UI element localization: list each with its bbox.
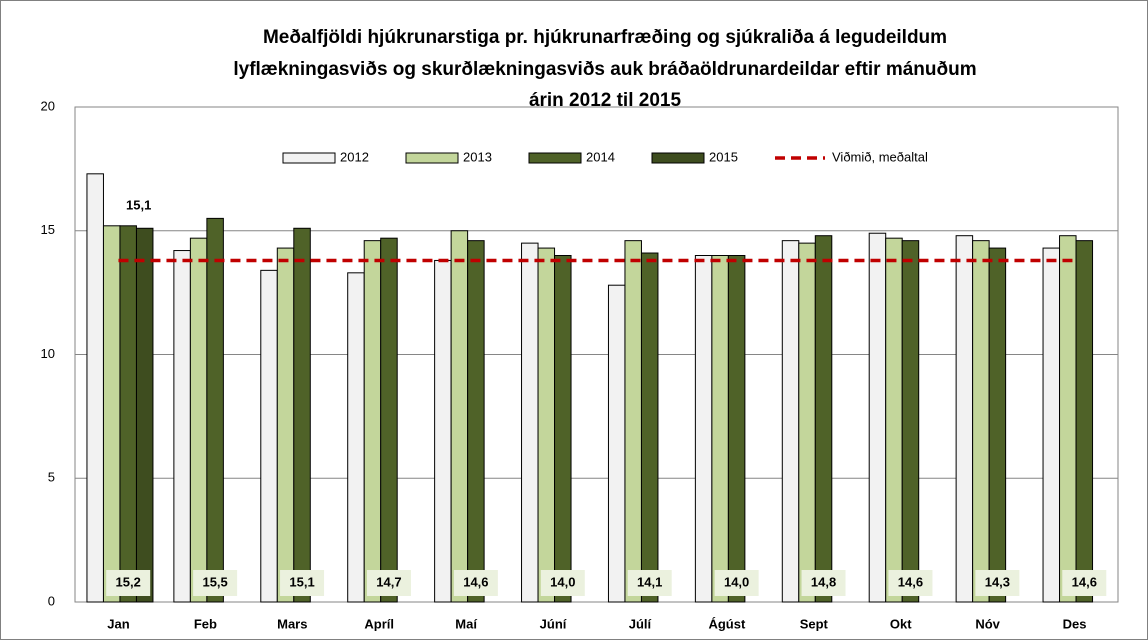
data-label-box	[888, 570, 933, 596]
bar	[347, 272, 365, 603]
bar	[727, 255, 746, 603]
chart-title: árin 2012 til 2015	[529, 90, 682, 111]
x-tick-label: Maí	[455, 616, 477, 631]
data-label: 14,7	[376, 574, 401, 589]
bar	[781, 240, 800, 603]
bar	[363, 240, 382, 603]
legend-swatch	[282, 152, 336, 164]
bar	[868, 232, 887, 603]
data-label: 14,8	[811, 574, 836, 589]
data-label-box	[714, 570, 759, 596]
y-tick-label: 5	[48, 470, 55, 485]
bar	[380, 237, 398, 603]
chart-title: Meðalfjöldi hjúkrunarstiga pr. hjúkrunar…	[263, 27, 947, 48]
bar	[173, 250, 191, 603]
legend-swatch	[405, 152, 459, 164]
bar	[521, 242, 539, 603]
bar	[1042, 247, 1061, 603]
x-tick-label: Apríl	[364, 616, 394, 631]
data-label-box	[280, 570, 325, 596]
data-label-box	[366, 570, 411, 596]
x-tick-label: Feb	[194, 616, 217, 631]
bar	[102, 225, 121, 603]
data-label: 15,2	[116, 574, 141, 589]
bar	[607, 284, 626, 603]
bar	[814, 235, 833, 603]
bar	[798, 242, 816, 603]
bar	[988, 247, 1007, 603]
data-label: 14,0	[550, 574, 575, 589]
x-tick-label: Mars	[277, 616, 307, 631]
legend-label: 2013	[463, 149, 492, 164]
x-tick-label: Júlí	[629, 616, 652, 631]
bar	[450, 230, 469, 603]
bar	[467, 240, 485, 603]
data-label-box	[1062, 570, 1107, 596]
chart-title: lyflækningasviðs og skurðlækningasviðs a…	[233, 59, 976, 80]
data-label: 14,6	[463, 574, 488, 589]
bar	[711, 255, 729, 603]
data-label: 14,6	[1072, 574, 1097, 589]
y-tick-label: 15	[41, 222, 55, 237]
data-label: 15,1	[126, 198, 151, 213]
data-label: 14,3	[985, 574, 1010, 589]
data-label-box	[801, 570, 846, 596]
x-tick-label: Jan	[107, 616, 129, 631]
data-label-box	[106, 570, 151, 596]
bar	[972, 240, 990, 603]
bar	[1059, 235, 1077, 603]
y-tick-label: 0	[48, 593, 55, 608]
x-tick-label: Sept	[800, 616, 829, 631]
legend-label: 2014	[586, 149, 615, 164]
bar	[189, 237, 208, 603]
bar	[86, 173, 104, 603]
legend-swatch	[651, 152, 705, 164]
y-tick-label: 10	[41, 346, 55, 361]
legend-swatch	[528, 152, 582, 164]
data-label: 14,6	[898, 574, 923, 589]
data-label: 14,0	[724, 574, 749, 589]
bar	[206, 217, 224, 603]
legend-label: 2012	[340, 149, 369, 164]
bar	[624, 240, 642, 603]
x-tick-label: Júní	[540, 616, 567, 631]
bar	[537, 247, 556, 603]
legend-label: Viðmið, meðaltal	[832, 149, 928, 164]
bar	[119, 225, 137, 603]
x-tick-label: Des	[1063, 616, 1087, 631]
bar	[260, 269, 278, 603]
data-label-box	[453, 570, 498, 596]
data-label-box	[975, 570, 1020, 596]
bar	[901, 240, 920, 603]
bar	[135, 227, 154, 603]
data-label-box	[627, 570, 672, 596]
bar	[955, 235, 974, 603]
x-tick-label: Nóv	[975, 616, 1000, 631]
legend-label: 2015	[709, 149, 738, 164]
bar	[885, 237, 903, 603]
bar	[293, 227, 311, 603]
bar	[1075, 240, 1094, 603]
bar	[554, 255, 572, 603]
data-label: 14,1	[637, 574, 662, 589]
data-label-box	[193, 570, 238, 596]
bar	[276, 247, 295, 603]
bar	[434, 259, 452, 603]
data-label-box	[540, 570, 585, 596]
bar	[694, 255, 713, 603]
bar	[640, 252, 659, 603]
y-tick-label: 20	[41, 98, 55, 113]
data-label: 15,1	[289, 574, 314, 589]
x-tick-label: Okt	[890, 616, 912, 631]
x-tick-label: Ágúst	[708, 616, 746, 631]
data-label: 15,5	[202, 574, 227, 589]
